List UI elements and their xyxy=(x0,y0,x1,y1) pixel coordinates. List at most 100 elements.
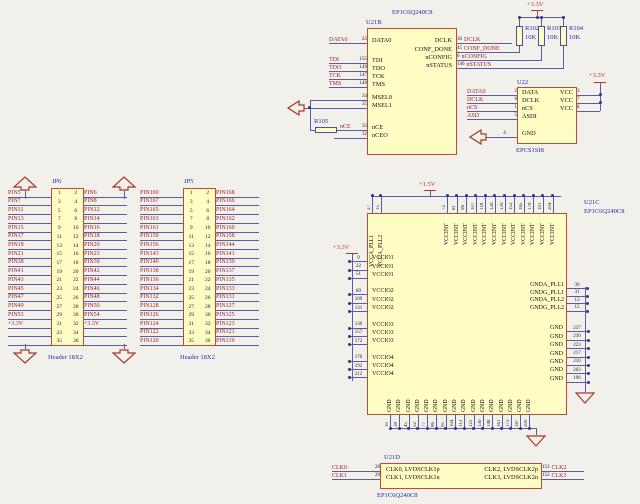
net-label: PIN45 xyxy=(8,286,51,294)
wire xyxy=(434,414,438,430)
u21b-pin-wire: TDO 149 xyxy=(329,64,367,72)
junction-dot xyxy=(540,16,543,19)
pin-number: 173 xyxy=(505,419,511,428)
u21b-component-body[interactable] xyxy=(367,28,457,155)
resistor-r104[interactable] xyxy=(560,26,567,46)
u21c-right-pin: GND 217 xyxy=(519,349,590,359)
u21b-pin-wire: TMS 148 xyxy=(329,80,367,88)
u21c-bottom-pin: GND 136 xyxy=(478,382,488,430)
u21c-right-pin: GND 196 xyxy=(519,374,590,384)
net-label: PIN8 xyxy=(84,198,127,207)
pin-number: 89 xyxy=(348,289,367,296)
header-row: PIN132 25 26 PIN131 xyxy=(140,294,259,303)
u21c-left-pin: 172 VCCIO3 xyxy=(348,337,394,346)
u22-part-label: EPCS1SI8 xyxy=(516,147,544,154)
u21c-left-pin: 89 VCCIO2 xyxy=(348,287,394,296)
u21b-part-label: EP1C6Q240C8 xyxy=(392,9,433,16)
jp6-caption-label: Header 18X2 xyxy=(48,354,83,361)
header-row: PIN140 17 18 PIN139 xyxy=(140,259,259,268)
header-row: PIN134 23 24 PIN133 xyxy=(140,285,259,294)
u21d-pin-wire: 152 CLK3 xyxy=(542,471,584,480)
pin-name: VCCIO3 xyxy=(372,321,394,328)
u21c-right-pin: GNDG_PLL1 31 xyxy=(490,289,589,298)
pin-number: 34 xyxy=(205,329,211,336)
wire xyxy=(379,194,382,213)
net-label: PIN167 xyxy=(140,198,183,207)
pin-number: 36 xyxy=(205,338,211,345)
header-row: PIN169 1 2 PIN168 xyxy=(140,189,259,198)
u21d-pin-name: CLK3, LVDSCLK2n xyxy=(484,474,538,481)
u21c-top-pin: 81 VCCINT xyxy=(452,194,463,276)
u21b-pin-wire: 45 CONF_DONE xyxy=(457,44,520,53)
u21c-left-pin xyxy=(350,345,394,353)
wire xyxy=(124,191,125,199)
u21b-pin-name: TCK xyxy=(372,73,385,80)
pin-name: VCCINT xyxy=(520,223,527,245)
wire xyxy=(483,194,487,213)
u21c-bottom-pin: GND 95 xyxy=(441,382,451,430)
net-label: PIN122 xyxy=(140,329,183,338)
resistor-r105[interactable] xyxy=(315,127,337,133)
pin-number: 33 xyxy=(56,329,63,336)
pin-name: VCCIO2 xyxy=(372,296,394,303)
wire xyxy=(25,344,26,349)
wire xyxy=(500,414,504,430)
pin-number: 5 xyxy=(189,207,193,214)
pin-number: 13 xyxy=(56,242,63,249)
net-label: PIN49 xyxy=(8,303,51,312)
u22-pin-wire: DCLK 6 xyxy=(467,96,517,104)
u21c-left-pin xyxy=(350,279,394,287)
pin-name: VCCINT xyxy=(501,223,508,245)
u21b-pin-wire: TDI 155 xyxy=(329,56,367,64)
pin-name: GND xyxy=(526,399,533,412)
pin-number: 19 xyxy=(56,268,63,275)
u22-component-body[interactable] xyxy=(517,87,577,144)
resistor-r102[interactable] xyxy=(516,26,523,46)
u21b-pin-wire: DATA0 25 xyxy=(329,36,367,44)
u21c-left-pin: 22 VCCIO1 xyxy=(348,262,394,272)
net-label: PIN53 xyxy=(8,312,51,320)
r104-ref-label: R104 xyxy=(569,25,584,32)
jp5-component-body[interactable] xyxy=(183,188,216,346)
header-row: PIN156 13 14 PIN144 xyxy=(140,241,259,251)
pin-number: 22 xyxy=(348,264,367,272)
jp6-component-body[interactable] xyxy=(51,188,84,346)
power-3v3-label: +3.3V xyxy=(333,244,350,251)
pin-name: GND xyxy=(387,399,393,412)
ground-arrow-icon xyxy=(13,176,37,191)
net-label: PIN21 xyxy=(8,251,51,259)
wire xyxy=(551,194,555,213)
pin-number: 30 xyxy=(73,312,79,319)
pin-name: VCCIO2 xyxy=(372,305,394,312)
wire xyxy=(310,130,315,131)
net-label: PIN6 xyxy=(84,190,127,198)
u21b-pin-name: TDI xyxy=(372,57,383,64)
pin-number: 4 xyxy=(206,198,210,205)
wire xyxy=(481,414,485,430)
resistor-r103[interactable] xyxy=(538,26,545,46)
pin-number: 16 xyxy=(73,251,79,258)
u21c-bottom-pin: GND 10 xyxy=(385,382,395,430)
net-label: PIN14 xyxy=(84,216,127,224)
u21d-component-body[interactable] xyxy=(380,463,542,489)
u21d-pin-wire: CLK0 28 xyxy=(332,464,380,472)
wire xyxy=(310,100,311,130)
header-row: PIN5 1 2 PIN6 xyxy=(8,189,127,198)
u21c-right-pin: GNDA_PLL1 30 xyxy=(490,282,589,290)
net-label: PIN12 xyxy=(84,207,127,216)
u21c-right-pin: GND 230 xyxy=(519,332,590,342)
power-3v3-symbol xyxy=(594,82,606,83)
u21c-left-pin: 9 VCCIO1 xyxy=(348,254,394,263)
net-label: PIN120 xyxy=(140,338,183,346)
u21c-component-body[interactable] xyxy=(367,213,567,415)
net-label: PIN160 xyxy=(216,225,259,233)
pin-number: 12 xyxy=(205,233,211,240)
u21d-part-label: EP1C6Q240C8 xyxy=(377,492,418,499)
pin-number: 10 xyxy=(73,225,79,232)
header-row: PIN7 3 4 PIN8 xyxy=(8,198,127,207)
pin-name: GND xyxy=(479,399,486,412)
u21c-right-pin: GNDG_PLL2 15 xyxy=(490,304,589,313)
net-label: PIN48 xyxy=(84,294,127,303)
u21c-top-pin: 96 VCCINT xyxy=(461,194,472,276)
net-label: PIN133 xyxy=(216,286,259,294)
